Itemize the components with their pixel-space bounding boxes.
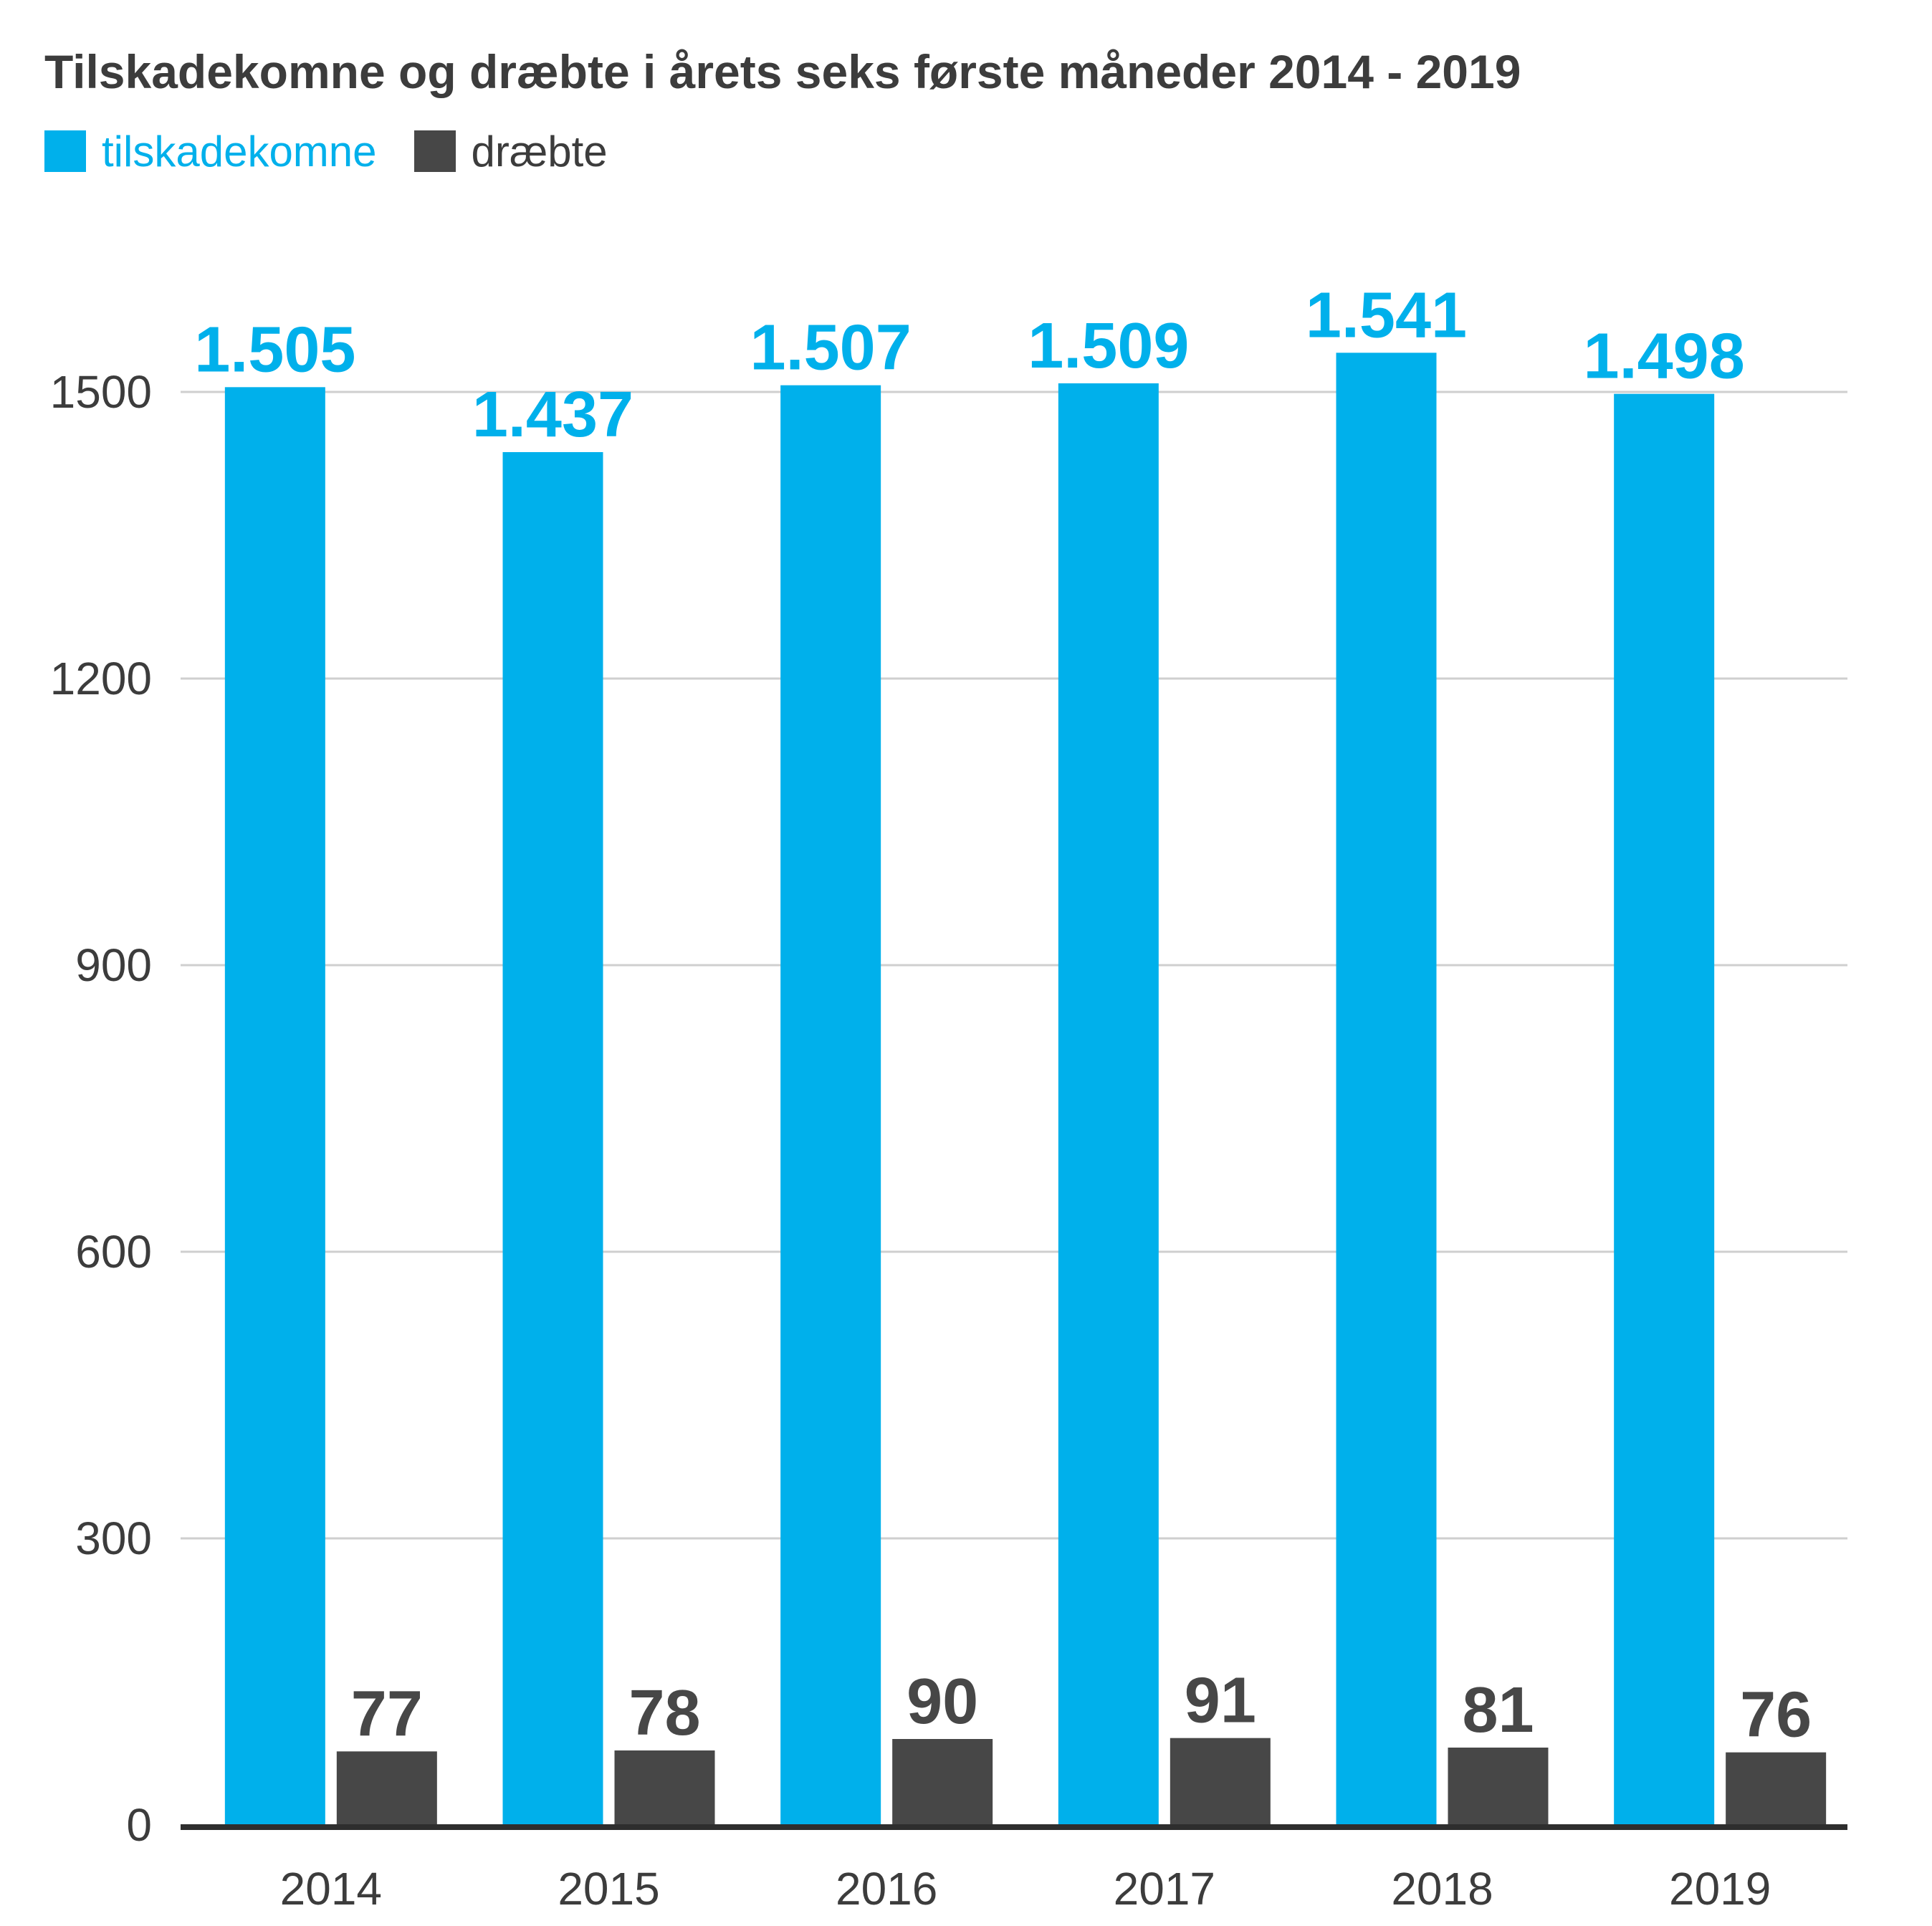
bar-tilskadekomne (502, 452, 603, 1825)
x-tick-label: 2019 (1669, 1863, 1771, 1915)
data-label-tilskadekomne: 1.541 (1306, 279, 1467, 351)
data-label-draebte: 91 (1185, 1665, 1256, 1737)
bar-draebte (892, 1739, 993, 1825)
bar-tilskadekomne (224, 387, 325, 1826)
chart-title: Tilskadekomne og dræbte i årets seks før… (44, 45, 1521, 98)
data-label-draebte: 77 (351, 1678, 423, 1750)
bar-draebte (1170, 1738, 1271, 1825)
y-tick-label: 0 (126, 1799, 152, 1851)
y-tick-label: 1500 (50, 366, 152, 418)
data-label-draebte: 76 (1740, 1680, 1812, 1751)
x-tick-label: 2018 (1391, 1863, 1493, 1915)
data-label-tilskadekomne: 1.509 (1028, 310, 1189, 382)
data-label-tilskadekomne: 1.437 (472, 379, 633, 451)
x-tick-label: 2015 (558, 1863, 659, 1915)
x-tick-label: 2014 (280, 1863, 382, 1915)
data-label-draebte: 90 (907, 1666, 978, 1738)
bar-draebte (1448, 1748, 1549, 1825)
x-tick-label: 2016 (836, 1863, 937, 1915)
legend-swatch-tilskadekomne (44, 130, 86, 172)
bar-draebte (614, 1750, 715, 1825)
y-tick-label: 900 (75, 939, 152, 991)
bar-draebte (336, 1751, 437, 1825)
legend-swatch-draebte (413, 130, 456, 172)
bar-tilskadekomne (1336, 353, 1437, 1826)
bar-tilskadekomne (1614, 393, 1715, 1825)
bar-draebte (1726, 1752, 1827, 1825)
legend-item-draebte: dræbte (413, 127, 608, 176)
data-label-draebte: 78 (628, 1677, 700, 1749)
legend-item-tilskadekomne: tilskadekomne (44, 127, 377, 176)
legend-label-draebte: dræbte (471, 127, 608, 176)
bar-tilskadekomne (780, 385, 881, 1825)
bar-tilskadekomne (1058, 383, 1159, 1825)
data-label-tilskadekomne: 1.507 (750, 312, 912, 384)
y-tick-label: 300 (75, 1513, 152, 1564)
data-label-tilskadekomne: 1.505 (194, 314, 355, 385)
legend-label-tilskadekomne: tilskadekomne (102, 127, 377, 176)
x-tick-label: 2017 (1114, 1863, 1215, 1915)
y-tick-label: 1200 (50, 653, 152, 704)
data-label-tilskadekomne: 1.498 (1584, 321, 1745, 393)
legend: tilskadekomne dræbte (44, 127, 645, 176)
y-tick-label: 600 (75, 1226, 152, 1278)
data-label-draebte: 81 (1462, 1675, 1534, 1746)
